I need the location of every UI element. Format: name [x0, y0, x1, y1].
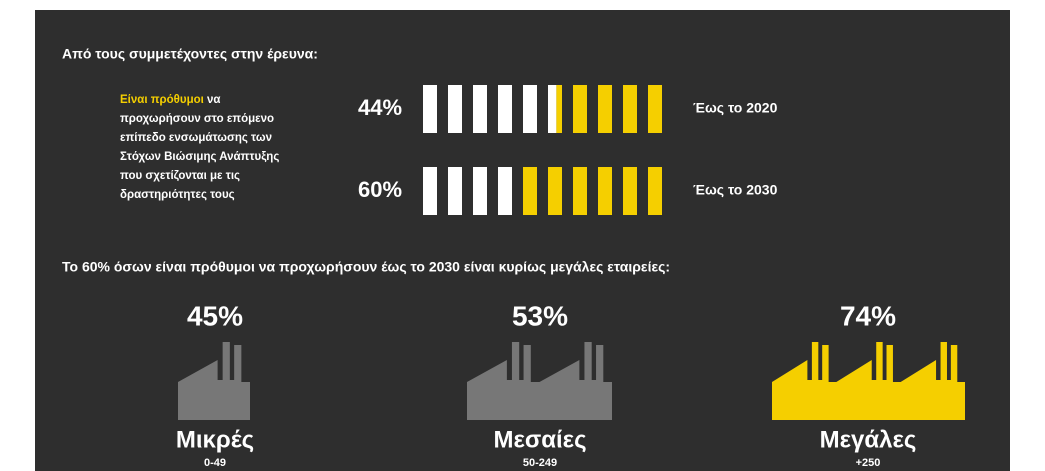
statement-line: που σχετίζονται με τις: [120, 170, 240, 182]
bar-yellow: [623, 167, 637, 215]
bar-white: [448, 85, 462, 133]
heading: Το 60% όσων είναι πρόθυμοι να προχωρήσου…: [62, 259, 670, 275]
statement-line: Είναι πρόθυμοι να: [120, 94, 221, 106]
factory-icon: [178, 342, 250, 420]
bar-white: [448, 167, 462, 215]
statement-line: επίπεδο ενσωμάτωσης των: [120, 132, 272, 144]
bar-white: [473, 85, 487, 133]
row-period: Έως το 2020: [693, 100, 778, 116]
company-percent: 45%: [187, 300, 243, 331]
company-name: Μεσαίες: [493, 426, 586, 453]
bar-yellow: [598, 167, 612, 215]
company-range: 50-249: [523, 457, 557, 469]
bar-yellow: [556, 85, 562, 133]
company-percent: 74%: [840, 300, 896, 331]
company-name: Μεγάλες: [820, 426, 917, 453]
bar-yellow: [648, 167, 662, 215]
statement-text: να: [204, 94, 221, 106]
factory-icon: [467, 342, 612, 420]
row-percent: 44%: [358, 95, 402, 120]
bar-yellow: [548, 167, 562, 215]
row-period: Έως το 2030: [693, 182, 778, 198]
bar-white: [423, 85, 437, 133]
statement-line: προχωρήσουν στο επόμενο: [120, 113, 274, 125]
bar-white: [423, 167, 437, 215]
company-range: 0-49: [204, 457, 226, 469]
highlight: Είναι πρόθυμοι: [120, 94, 204, 106]
bar-yellow: [523, 167, 537, 215]
company-range: +250: [856, 457, 881, 469]
bar-yellow: [573, 85, 587, 133]
bar-white: [548, 85, 557, 133]
bar-white: [498, 85, 512, 133]
bar-yellow: [648, 85, 662, 133]
company-percent: 53%: [512, 300, 568, 331]
statement-line: δραστηριότητες τους: [120, 189, 235, 201]
bar-yellow: [573, 167, 587, 215]
bar-yellow: [623, 85, 637, 133]
bar-white: [523, 85, 537, 133]
statement-line: Στόχων Βιώσιμης Ανάπτυξης: [120, 151, 279, 163]
bar-white: [473, 167, 487, 215]
bar-yellow: [598, 85, 612, 133]
factory-icon: [772, 342, 965, 420]
intro: Από τους συμμετέχοντες στην έρευνα:: [62, 46, 318, 62]
company-name: Μικρές: [176, 426, 254, 453]
row-percent: 60%: [358, 177, 402, 202]
bar-white: [498, 167, 512, 215]
